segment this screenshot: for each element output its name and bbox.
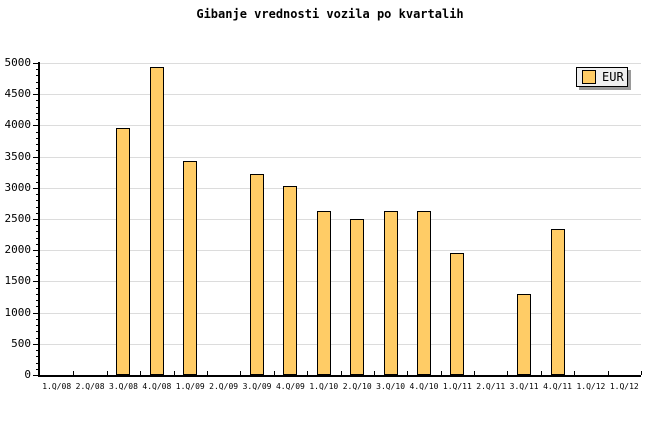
x-tick: [474, 371, 476, 375]
gridline: [40, 94, 641, 96]
x-tick-label: 3.Q/10: [376, 382, 406, 391]
y-major-tick: [33, 375, 40, 376]
x-tick-label: 1.Q/12: [609, 382, 639, 391]
legend-label: EUR: [602, 70, 624, 84]
x-tick: [407, 371, 409, 375]
x-tick-label: 2.Q/10: [342, 382, 372, 391]
x-tick-label: 4.Q/11: [543, 382, 572, 391]
y-tick-label: 2000: [4, 243, 32, 257]
x-tick-label: 4.Q/10: [409, 382, 439, 391]
x-tick: [540, 371, 542, 375]
gridline: [40, 281, 641, 283]
gridline: [40, 63, 641, 64]
y-major-tick: [33, 281, 40, 283]
bar: [316, 210, 331, 375]
x-tick-label: 2.Q/11: [476, 382, 506, 391]
gridline: [40, 187, 641, 189]
x-tick: [106, 371, 108, 375]
x-tick: [607, 371, 609, 375]
bar: [416, 210, 431, 375]
chart-title: Gibanje vrednosti vozila po kvartalih: [196, 7, 464, 21]
x-tick-label: 1.Q/10: [309, 382, 339, 391]
x-tick-label: 3.Q/09: [242, 382, 272, 391]
x-tick-label: 1.Q/09: [175, 382, 205, 391]
bar: [450, 252, 465, 375]
y-axis: [38, 62, 40, 377]
y-major-tick: [33, 125, 40, 127]
y-major-tick: [33, 187, 40, 189]
x-tick-label: 2.Q/08: [75, 382, 105, 391]
x-tick: [73, 371, 75, 375]
y-tick-label: 0: [24, 368, 31, 381]
x-tick-label: 4.Q/09: [275, 382, 305, 391]
legend: EUR: [576, 67, 628, 87]
x-tick: [140, 371, 142, 375]
x-tick-label: 1.Q/12: [576, 382, 606, 391]
x-tick: [507, 371, 509, 375]
x-tick: [574, 371, 576, 375]
gridline: [40, 312, 641, 314]
gridline: [40, 343, 641, 345]
bar: [283, 185, 298, 375]
x-tick-label: 1.Q/08: [42, 382, 72, 391]
gridline: [40, 125, 641, 127]
x-tick-label: 2.Q/09: [209, 382, 239, 391]
x-tick: [307, 371, 309, 375]
y-major-tick: [33, 250, 40, 252]
x-tick: [240, 371, 242, 375]
x-tick: [440, 371, 442, 375]
gridline: [40, 219, 641, 220]
x-tick: [340, 371, 342, 375]
y-tick-label: 1000: [4, 305, 32, 319]
x-tick: [206, 371, 208, 375]
x-tick: [641, 371, 642, 375]
x-tick-label: 1.Q/11: [442, 382, 472, 391]
x-tick-label: 3.Q/08: [109, 382, 138, 391]
y-tick-label: 3000: [4, 180, 32, 194]
x-tick-label: 4.Q/08: [142, 382, 172, 391]
y-tick-label: 4000: [4, 118, 32, 132]
y-tick-label: 500: [11, 336, 31, 350]
y-tick-label: 3500: [4, 149, 32, 163]
x-tick: [173, 371, 175, 375]
bar: [517, 293, 532, 375]
gridline: [40, 156, 641, 158]
x-tick: [273, 371, 275, 375]
y-tick-label: 5000: [4, 56, 32, 69]
y-major-tick: [33, 63, 40, 64]
y-major-tick: [33, 219, 40, 220]
y-major-tick: [33, 343, 40, 345]
bar: [550, 228, 565, 375]
legend-swatch-icon: [582, 70, 596, 84]
x-axis: [38, 375, 641, 377]
bar: [250, 174, 265, 375]
x-tick: [373, 371, 375, 375]
gridline: [40, 250, 641, 252]
y-tick-label: 2500: [4, 212, 32, 225]
bar: [383, 210, 398, 375]
bar: [116, 127, 131, 375]
y-major-tick: [33, 94, 40, 96]
y-tick-label: 4500: [4, 87, 32, 101]
x-tick-label: 3.Q/11: [509, 382, 539, 391]
y-tick-label: 1500: [4, 274, 32, 288]
bar: [149, 66, 164, 375]
bar: [183, 160, 198, 375]
y-major-tick: [33, 156, 40, 158]
y-major-tick: [33, 312, 40, 314]
bar: [350, 219, 365, 375]
